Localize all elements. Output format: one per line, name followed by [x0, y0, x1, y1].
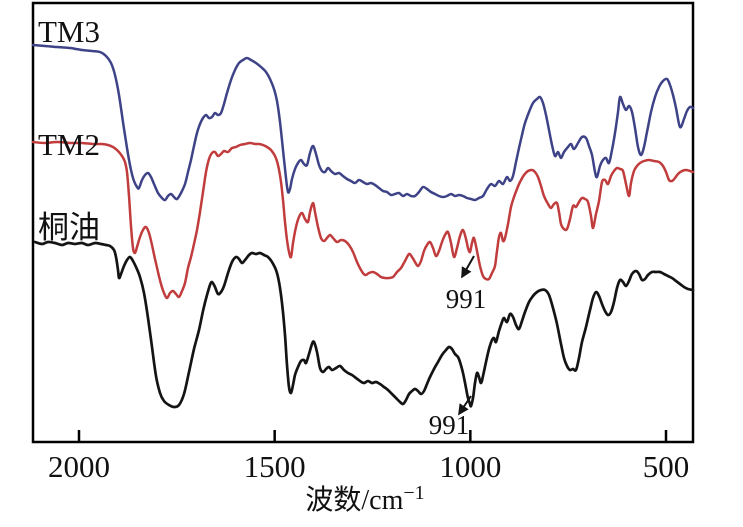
x-tick-label-1500: 1500	[244, 449, 306, 484]
x-tick-label-2000: 2000	[48, 449, 110, 484]
x-tick-label-500: 500	[643, 449, 690, 484]
x-axis-title-base: 波数/cm	[305, 484, 403, 516]
annotation-label-1: 991	[429, 410, 470, 440]
peak-annotations: 991 991	[429, 255, 487, 440]
x-axis-title: 波数/cm−1	[305, 482, 424, 516]
annotation-arrow-0	[461, 255, 475, 279]
x-axis-title-exponent: −1	[403, 482, 424, 504]
x-tick-label-1000: 1000	[439, 449, 501, 484]
series-label-tm2: TM2	[38, 127, 100, 162]
spectrum-curve-tm3	[31, 43, 695, 202]
spectrum-curve-tm2	[31, 140, 695, 300]
plot-border	[31, 1, 695, 444]
annotation-label-0: 991	[446, 284, 487, 314]
spectrum-curve-tongyou	[33, 240, 695, 409]
x-axis-ticks	[77, 430, 668, 442]
x-axis-tick-labels: 2000 1500 1000 500	[48, 449, 689, 484]
curves-layer	[31, 43, 695, 409]
series-label-tung-oil: 桐油	[38, 210, 100, 245]
annotation-arrow-1	[458, 395, 472, 416]
series-label-tm3: TM3	[38, 14, 100, 49]
